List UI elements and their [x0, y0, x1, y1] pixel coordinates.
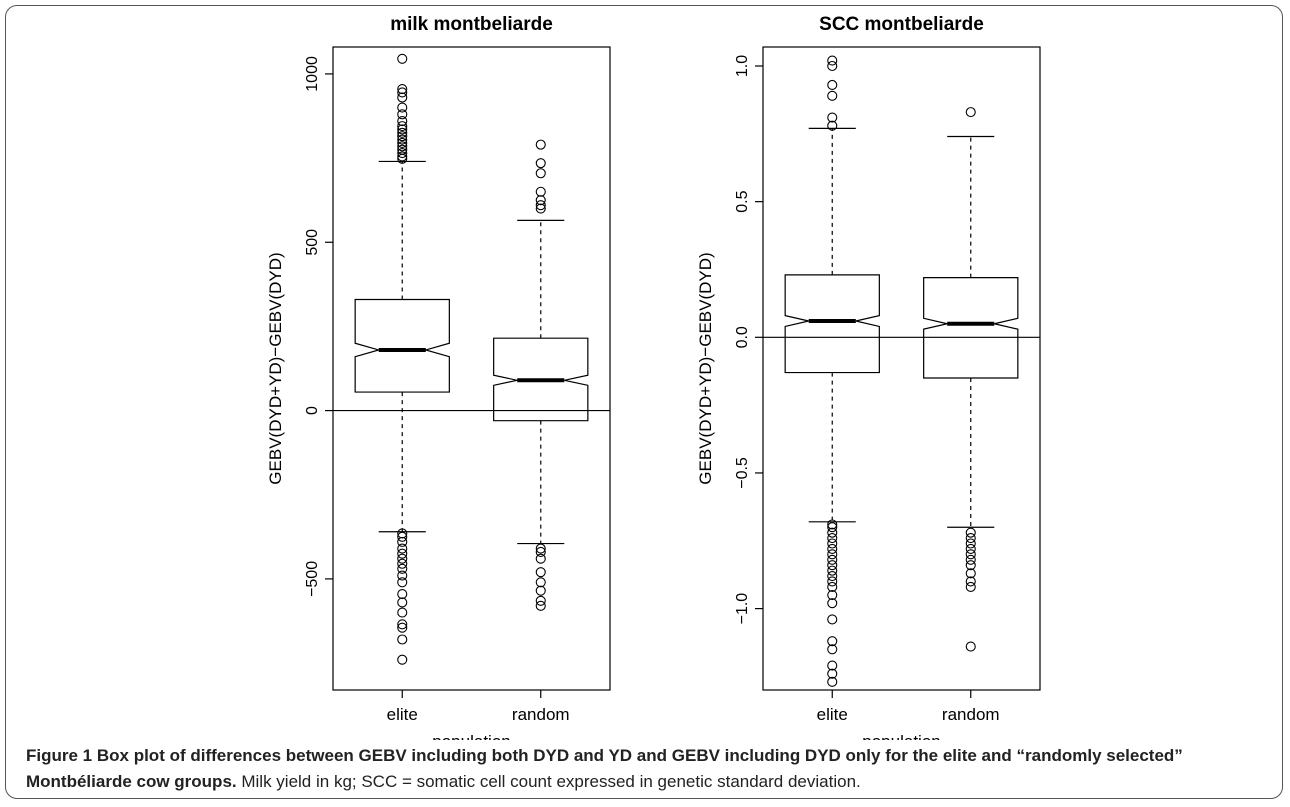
- outlier-point: [966, 555, 975, 564]
- outlier-point: [536, 140, 545, 149]
- y-tick-label: −0.5: [734, 457, 751, 489]
- y-axis-label: GEBV(DYD+YD)−GEBV(DYD): [266, 252, 285, 484]
- outlier-point: [828, 534, 837, 543]
- x-tick-label: elite: [387, 705, 418, 724]
- y-tick-label: 0.5: [734, 190, 751, 212]
- outlier-point: [966, 544, 975, 553]
- outlier-point: [828, 566, 837, 575]
- y-tick-label: 500: [304, 229, 321, 256]
- outlier-point: [966, 642, 975, 651]
- outlier-point: [536, 159, 545, 168]
- x-tick-label: random: [512, 705, 570, 724]
- y-tick-label: 0.0: [734, 326, 751, 348]
- outlier-point: [536, 187, 545, 196]
- x-tick-label: random: [942, 705, 1000, 724]
- charts-canvas: milk montbeliarde −500 0 500 1000 GEBV(DYD+YD…: [0, 0, 1290, 740]
- outlier-point: [966, 534, 975, 543]
- outlier-point: [398, 598, 407, 607]
- x-axis-label: population: [432, 732, 510, 740]
- panel-milk: milk montbeliarde −500 0 500 1000 GEBV(DYD+YD…: [266, 14, 610, 740]
- outlier-point: [828, 561, 837, 570]
- outlier-point: [828, 80, 837, 89]
- box-elite: [355, 299, 449, 392]
- outlier-point: [966, 550, 975, 559]
- outlier-point: [398, 655, 407, 664]
- y-tick-label: 1.0: [734, 55, 751, 77]
- x-tick-label: elite: [817, 705, 848, 724]
- outlier-point: [536, 568, 545, 577]
- box-random: [924, 278, 1018, 378]
- outlier-point: [398, 590, 407, 599]
- y-tick-label: −1.0: [734, 593, 751, 625]
- y-tick-label: 0: [304, 406, 321, 415]
- outlier-point: [828, 572, 837, 581]
- outlier-point: [536, 578, 545, 587]
- outlier-point: [536, 554, 545, 563]
- outlier-point: [398, 54, 407, 63]
- panel-scc: SCC montbeliarde −1.0 −0.5 0.0 0.5 1.0 GEBV(DY…: [696, 14, 1040, 740]
- outlier-point: [966, 539, 975, 548]
- outlier-point: [828, 61, 837, 70]
- y-tick-label: 1000: [304, 56, 321, 92]
- outlier-point: [536, 586, 545, 595]
- outlier-point: [398, 578, 407, 587]
- box-elite: [785, 275, 879, 373]
- outlier-point: [398, 635, 407, 644]
- outlier-point: [536, 169, 545, 178]
- outlier-point: [828, 91, 837, 100]
- outlier-point: [966, 528, 975, 537]
- outlier-point: [828, 577, 837, 586]
- outlier-point: [828, 555, 837, 564]
- outlier-point: [828, 615, 837, 624]
- outlier-point: [828, 550, 837, 559]
- y-tick-label: −500: [304, 561, 321, 597]
- outlier-point: [966, 582, 975, 591]
- outlier-point: [828, 539, 837, 548]
- figure-caption: Figure 1 Box plot of differences between…: [26, 743, 1271, 795]
- outlier-point: [828, 544, 837, 553]
- chart-title: SCC montbeliarde: [819, 14, 984, 35]
- x-axis-label: population: [862, 732, 940, 740]
- outlier-point: [966, 108, 975, 117]
- caption-note: Milk yield in kg; SCC = somatic cell cou…: [241, 772, 860, 791]
- y-axis-label: GEBV(DYD+YD)−GEBV(DYD): [696, 252, 715, 484]
- caption-label: Figure 1: [26, 746, 92, 765]
- chart-title: milk montbeliarde: [390, 14, 553, 35]
- outlier-point: [398, 608, 407, 617]
- outlier-point: [828, 56, 837, 65]
